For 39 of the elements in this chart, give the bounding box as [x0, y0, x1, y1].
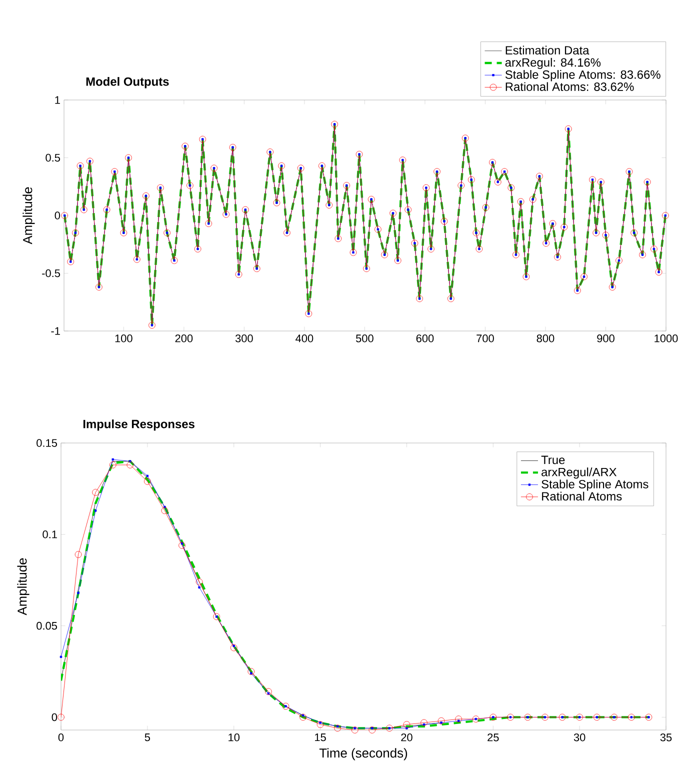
x-tick-label: 700 — [476, 334, 494, 342]
x-tick-label: 30 — [574, 734, 586, 742]
legend-label: Stable Spline Atoms: 83.66% — [505, 70, 660, 82]
x-axis-title: Time (seconds) — [319, 748, 408, 760]
x-tick-label: 20 — [401, 734, 412, 742]
x-tick-label: 1000 — [654, 334, 678, 342]
y-axis-title: Amplitude — [22, 187, 35, 244]
y-tick-label: 0 — [54, 212, 60, 220]
x-tick-label: 600 — [416, 334, 434, 342]
y-tick-label: 0.05 — [36, 622, 58, 630]
y-tick-label: 0.1 — [42, 530, 57, 538]
x-tick-label: 25 — [488, 734, 499, 742]
x-tick-label: 200 — [175, 334, 193, 342]
x-tick-label: 100 — [115, 334, 132, 342]
legend-label: arxRegul: 84.16% — [505, 58, 601, 70]
x-tick-label: 5 — [144, 734, 150, 742]
legend-label: Stable Spline Atoms — [542, 480, 648, 491]
x-tick-label: 400 — [296, 334, 314, 342]
y-tick-label: -1 — [51, 327, 60, 335]
y-tick-label: 1 — [55, 96, 60, 104]
x-tick-label: 35 — [660, 734, 672, 742]
y-tick-label: 0 — [52, 713, 58, 722]
x-tick-label: 300 — [235, 334, 253, 342]
y-tick-label: 0.15 — [36, 439, 58, 447]
legend-label: Rational Atoms: 83.62% — [506, 82, 634, 91]
legend-label: True — [541, 456, 565, 464]
x-tick-label: 10 — [228, 734, 240, 742]
legend-label: arxRegul/ARX — [542, 468, 617, 479]
chart-title: Impulse Responses — [83, 419, 194, 431]
chart-title: Model Outputs — [86, 77, 169, 88]
x-tick-label: 800 — [536, 334, 554, 342]
y-tick-label: 0.5 — [46, 154, 60, 162]
x-tick-label: 500 — [356, 334, 374, 342]
x-tick-label: 900 — [597, 334, 614, 342]
legend-label: Estimation Data — [506, 46, 590, 55]
x-tick-label: 15 — [315, 734, 326, 742]
y-tick-label: -0.5 — [42, 269, 60, 278]
legend-label: Rational Atoms — [542, 492, 622, 501]
y-axis-title: Amplitude — [17, 558, 30, 616]
